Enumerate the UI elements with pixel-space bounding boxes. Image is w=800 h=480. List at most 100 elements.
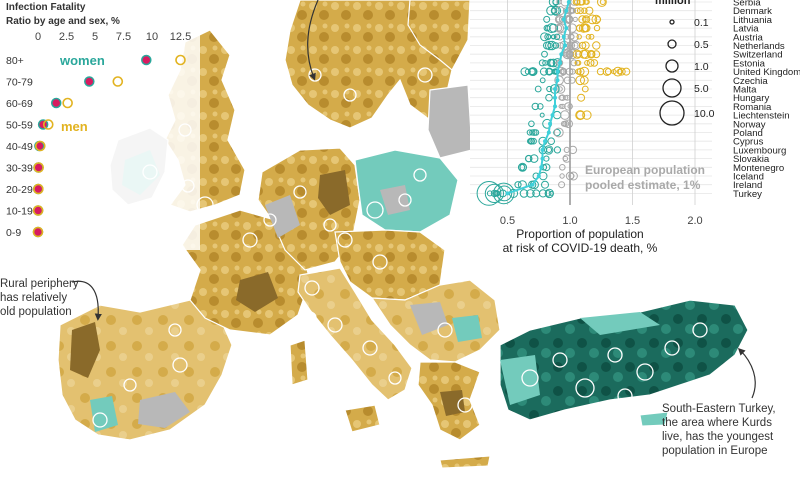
turkey-west-young-area <box>500 355 540 405</box>
ifr-age-rows: 80+ 70-79 60-69 50-59 40-49 30-39 20-29 10-19 0-… <box>6 54 186 239</box>
size-legend-label: 10.0 <box>694 108 715 120</box>
region-point <box>526 189 535 198</box>
region-point <box>617 67 626 76</box>
region-point <box>493 190 501 197</box>
region-point <box>560 103 566 110</box>
country-label: Serbia <box>733 0 761 9</box>
ifr-age-label: 70-79 <box>6 77 33 89</box>
region-point <box>579 23 589 33</box>
poland-region <box>354 149 459 233</box>
region-point <box>584 0 590 5</box>
turkey-annotation-line4: population in Europe <box>662 445 768 457</box>
region-point <box>526 129 533 136</box>
region-point <box>476 181 502 206</box>
region-point <box>545 40 555 51</box>
region-point <box>545 146 553 153</box>
ifr-tick-label: 7.5 <box>116 31 131 43</box>
country-median-dot <box>543 139 547 144</box>
region-point <box>574 0 581 6</box>
country-label: Malta <box>733 85 757 96</box>
region-point <box>578 41 587 50</box>
rural-annotation: Rural periphery has relatively old popul… <box>0 278 102 321</box>
turkey-north-young-area <box>580 312 660 335</box>
crete-region <box>439 455 491 469</box>
region-point <box>528 120 535 128</box>
ifr-tick-label: 0 <box>35 31 41 43</box>
region-point <box>540 32 549 42</box>
rural-annotation-line3: old population <box>0 306 72 318</box>
region-point <box>592 50 601 59</box>
benelux-gray-area <box>265 195 300 238</box>
region-point <box>486 190 493 197</box>
country-median-dot <box>548 121 552 126</box>
region-point <box>563 76 572 85</box>
ifr-men-dot <box>32 226 44 238</box>
region-point <box>590 59 599 67</box>
region-point <box>541 50 548 58</box>
region-point <box>564 119 574 129</box>
region-point <box>496 185 513 202</box>
rural-annotation-line1: Rural periphery <box>0 278 79 290</box>
region-point <box>548 0 559 7</box>
turkey-annotation-line3: live, has the youngest <box>662 431 774 443</box>
region-point <box>584 60 590 66</box>
region-point <box>585 6 594 15</box>
x-tick-label: 0.5 <box>500 215 515 227</box>
pooled-label-line2: pooled estimate, 1% <box>585 178 701 192</box>
region-point <box>566 42 574 49</box>
country-label: Netherlands <box>733 41 785 52</box>
country-median-dot <box>566 0 571 4</box>
germany-dark-area <box>318 170 350 215</box>
region-point <box>582 110 592 120</box>
europe-choropleth-map <box>57 0 749 469</box>
turkey-annotation-arrow <box>737 347 756 399</box>
region-point <box>593 24 601 32</box>
ifr-tick-label: 2.5 <box>59 31 74 43</box>
country-label: United Kingdom <box>733 67 800 78</box>
region-point <box>563 51 569 57</box>
region-point <box>552 0 560 6</box>
region-point <box>599 0 606 5</box>
cyprus-region <box>639 411 669 427</box>
size-legend-label: 1.0 <box>694 61 709 73</box>
region-point <box>534 85 542 93</box>
region-point <box>528 68 536 76</box>
region-point <box>557 86 563 92</box>
turkey-annotation-line1: South-Eastern Turkey, <box>662 403 776 415</box>
region-point <box>560 68 567 75</box>
ifr-legend-title-line2: Ratio by age and sex, % <box>6 16 120 27</box>
region-point <box>597 0 607 7</box>
region-point <box>559 173 565 179</box>
region-point <box>551 7 558 14</box>
region-point <box>539 67 549 76</box>
x-tick-label: 1.5 <box>625 215 640 227</box>
ifr-women-dot <box>84 76 95 87</box>
region-point <box>591 14 601 25</box>
region-point <box>565 171 575 181</box>
region-point <box>514 181 522 189</box>
region-point <box>569 8 575 14</box>
country-median-dot <box>559 52 564 57</box>
region-point <box>553 146 562 154</box>
region-point <box>550 34 556 40</box>
size-legend-label: 5.0 <box>694 83 709 95</box>
country-label: Estonia <box>733 58 766 69</box>
country-label: Switzerland <box>733 50 783 61</box>
region-point <box>544 188 554 199</box>
region-point <box>518 162 527 172</box>
region-point <box>564 94 571 101</box>
turkey-annotation: South-Eastern Turkey, the area where Kur… <box>662 347 776 457</box>
ifr-men-dot <box>62 97 73 109</box>
region-point <box>586 49 596 59</box>
region-point <box>553 128 561 137</box>
france-dark-area <box>236 272 278 312</box>
region-point <box>585 34 592 40</box>
region-point <box>558 181 566 189</box>
region-point <box>542 60 548 66</box>
region-point <box>549 23 559 33</box>
men-label: men <box>61 119 88 134</box>
ifr-men-dot <box>32 205 44 216</box>
region-point <box>576 110 585 120</box>
region-point <box>543 41 551 50</box>
ifr-age-label: 50-59 <box>6 120 33 132</box>
